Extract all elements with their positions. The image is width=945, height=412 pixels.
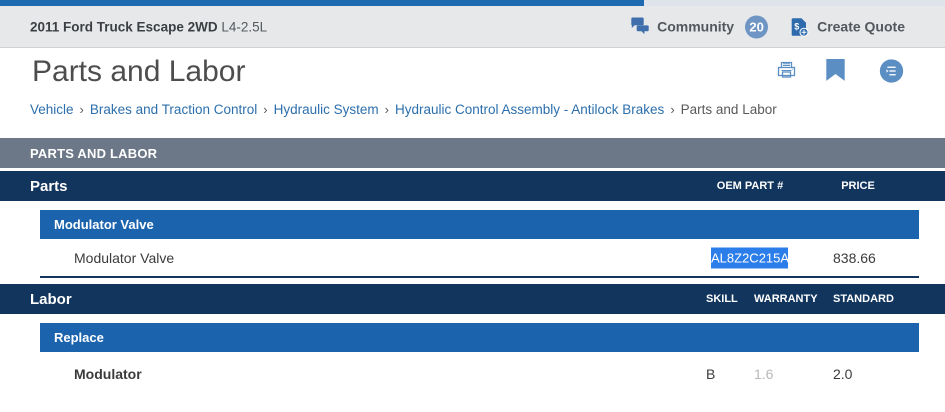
svg-text:$: $ [794,21,799,31]
